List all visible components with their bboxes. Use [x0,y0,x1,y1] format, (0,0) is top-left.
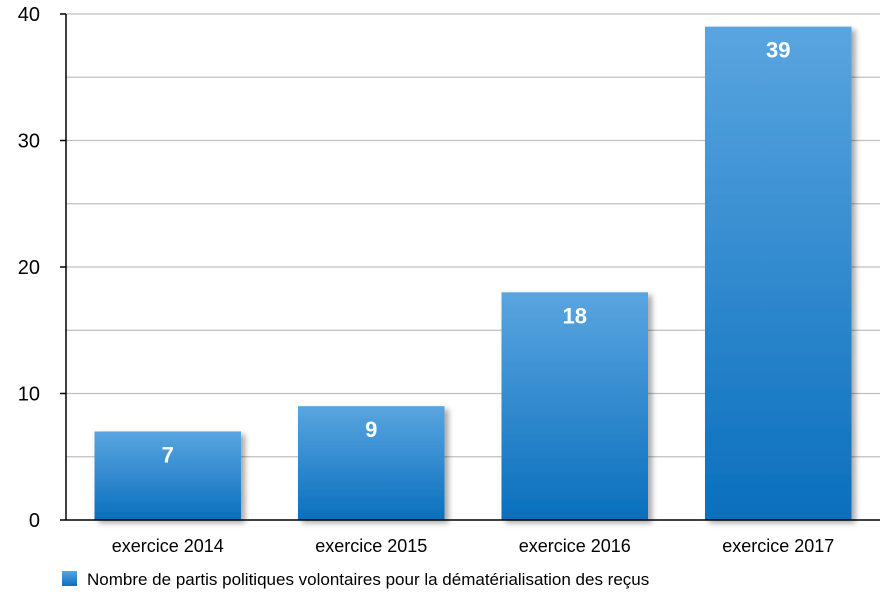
x-tick-labels: exercice 2014 exercice 2015 exercice 2016 e… [112,536,835,556]
y-tick-label: 30 [18,131,40,153]
x-tick-label: exercice 2016 [519,536,631,556]
x-tick-label: exercice 2017 [722,536,834,556]
x-tick-label: exercice 2015 [315,536,427,556]
x-tick-label: exercice 2014 [112,536,224,556]
bar [94,431,242,520]
bar [704,26,852,521]
data-label: 9 [365,417,377,442]
data-label: 18 [563,303,587,328]
axes [60,13,880,521]
y-tick-labels: 0 10 20 30 40 [18,4,40,532]
y-tick-label: 20 [18,257,40,279]
data-label: 39 [766,38,790,63]
bar [501,292,649,520]
legend-label: Nombre de partis politiques volontaires … [87,570,649,589]
y-tick-label: 0 [29,510,40,532]
legend-swatch [62,571,77,586]
legend: Nombre de partis politiques volontaires … [62,570,649,589]
gridlines [66,13,880,458]
bar [297,406,445,520]
data-label: 7 [162,442,174,467]
bars-group: 7 9 18 39 [94,26,852,521]
y-tick-label: 40 [18,4,40,26]
y-tick-label: 10 [18,384,40,406]
